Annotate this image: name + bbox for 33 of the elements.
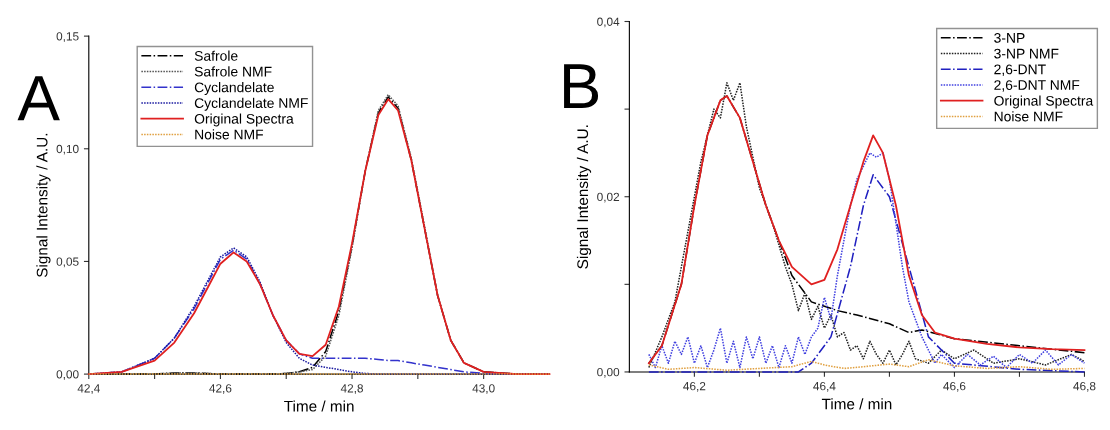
legend-label: Cyclandelate NMF [194, 97, 308, 111]
legend-label: 2,6-DNT [994, 64, 1046, 76]
legend-label: Original Spectra [994, 95, 1094, 109]
y-tick-label: 0,04 [597, 17, 620, 28]
x-tick-label: 46,8 [1073, 381, 1096, 392]
x-tick-label: 42,4 [77, 384, 100, 394]
text: A [17, 76, 60, 121]
text: B [564, 64, 599, 109]
x-axis-title: Time / min [821, 398, 892, 410]
legend-label: 2,6-DNT NMF [994, 80, 1080, 92]
y-tick-label: 0,00 [597, 367, 620, 378]
x-tick-label: 46,6 [943, 381, 966, 392]
y-tick-label: 0,00 [56, 370, 79, 380]
legend-label: Safrole NMF [194, 66, 272, 77]
x-tick-label: 46,4 [813, 381, 836, 392]
y-tick-label: 0,10 [56, 144, 79, 155]
x-axis-title: Time / min [284, 400, 354, 412]
legend-label: Noise NMF [994, 111, 1063, 122]
y-tick-label: 0,15 [56, 32, 79, 42]
legend-label: Noise NMF [195, 129, 264, 140]
y-tick-label: 0,05 [56, 257, 79, 268]
y-tick-label: 0,02 [597, 192, 620, 203]
legend-label: 3-NP NMF [994, 48, 1059, 59]
x-tick-label: 46,2 [683, 381, 706, 392]
legend-label: Original Spectra [194, 113, 294, 127]
x-tick-label: 43,0 [472, 384, 495, 394]
y-axis-title: Signal Intensity / A.U. [36, 133, 51, 278]
legend-label: 3-NP [994, 32, 1025, 43]
legend-label: Safrole [194, 50, 238, 61]
y-axis-title: Signal Intensity / A.U. [576, 125, 592, 269]
x-tick-label: 42,6 [209, 384, 232, 394]
x-tick-label: 42,8 [340, 384, 363, 394]
legend-label: Cyclandelate [194, 82, 274, 96]
